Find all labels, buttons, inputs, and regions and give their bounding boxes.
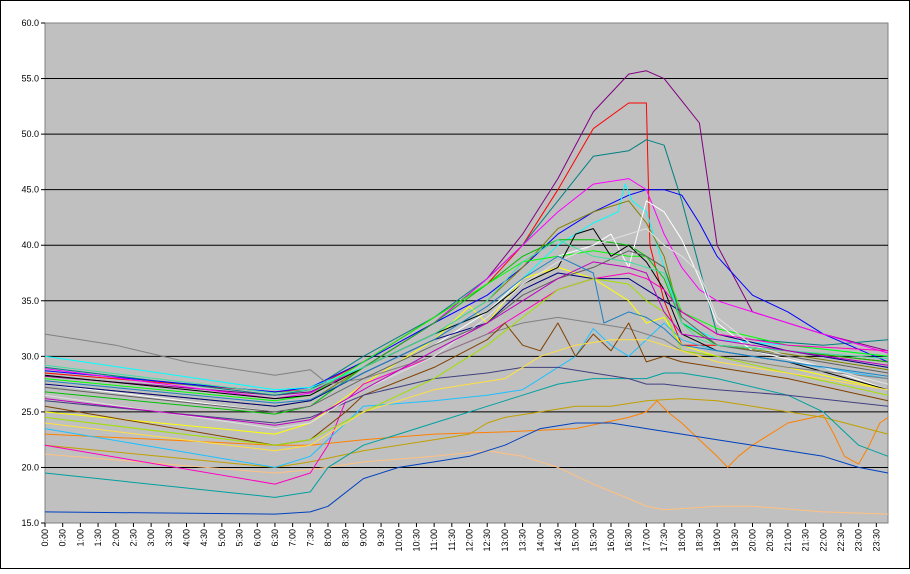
y-tick-label: 40.0 xyxy=(21,240,39,250)
plot-area xyxy=(44,22,889,524)
x-tick-label: 12:30 xyxy=(482,529,492,552)
x-tick-label: 11:00 xyxy=(429,529,439,551)
x-tick-label: 21:00 xyxy=(783,529,793,552)
gridlines xyxy=(45,78,888,468)
series-lines xyxy=(44,70,889,515)
x-tick-label: 22:00 xyxy=(818,529,828,552)
y-tick-label: 20.0 xyxy=(21,462,39,472)
y-tick-label: 45.0 xyxy=(21,185,39,195)
x-tick-label: 3:00 xyxy=(146,529,156,547)
series-line xyxy=(44,272,889,485)
y-tick-label: 30.0 xyxy=(21,351,39,361)
x-tick-label: 6:00 xyxy=(252,529,262,547)
x-tick-label: 6:30 xyxy=(270,529,280,547)
x-tick-label: 1:30 xyxy=(93,529,103,547)
y-tick-label: 25.0 xyxy=(21,407,39,417)
x-tick-label: 20:30 xyxy=(765,529,775,552)
x-tick-label: 7:30 xyxy=(305,529,315,547)
x-tick-label: 19:00 xyxy=(712,529,722,552)
x-tick-label: 20:00 xyxy=(748,529,758,552)
series-line xyxy=(44,278,889,446)
x-tick-label: 14:00 xyxy=(535,529,545,552)
y-tick-label: 15.0 xyxy=(21,518,39,528)
x-tick-label: 15:30 xyxy=(588,529,598,552)
x-axis-ticks: 0:00 0:30 1:00 1:30 2:00 2:30 3:00 3:30 4:00 4:30… xyxy=(40,523,881,552)
x-tick-label: 16:30 xyxy=(624,529,634,552)
x-tick-label: 9:30 xyxy=(376,529,386,547)
x-tick-label: 0:00 xyxy=(40,529,50,547)
x-tick-label: 5:00 xyxy=(217,529,227,547)
x-tick-label: 10:30 xyxy=(411,529,421,552)
y-tick-label: 50.0 xyxy=(21,129,39,139)
x-tick-label: 21:30 xyxy=(801,529,811,552)
series-line xyxy=(44,400,889,468)
x-tick-label: 23:30 xyxy=(871,529,881,552)
x-tick-label: 0:30 xyxy=(58,529,68,547)
series-line xyxy=(44,102,889,393)
x-tick-label: 8:00 xyxy=(323,529,333,547)
x-tick-label: 23:00 xyxy=(854,529,864,552)
x-tick-label: 16:00 xyxy=(606,529,616,552)
series-line xyxy=(44,450,889,515)
y-tick-label: 35.0 xyxy=(21,296,39,306)
x-tick-label: 17:30 xyxy=(659,529,669,552)
series-line xyxy=(44,239,889,394)
x-tick-label: 15:00 xyxy=(571,529,581,552)
series-line xyxy=(44,339,889,452)
x-tick-label: 4:00 xyxy=(182,529,192,547)
x-tick-label: 2:30 xyxy=(128,529,138,547)
y-axis-ticks: 15.0 20.0 25.0 30.0 35.0 40.0 45.0 50.0 55.0 60.0 xyxy=(21,18,45,528)
x-tick-label: 13:30 xyxy=(518,529,528,552)
x-tick-label: 19:30 xyxy=(730,529,740,552)
x-tick-label: 10:00 xyxy=(394,529,404,552)
x-tick-label: 2:00 xyxy=(111,529,121,547)
x-tick-label: 5:30 xyxy=(235,529,245,547)
series-line xyxy=(44,228,889,400)
x-tick-label: 7:00 xyxy=(288,529,298,547)
series-line xyxy=(44,398,889,468)
y-tick-label: 55.0 xyxy=(21,74,39,84)
x-tick-label: 12:00 xyxy=(465,529,475,552)
x-tick-label: 4:30 xyxy=(199,529,209,547)
x-tick-label: 22:30 xyxy=(836,529,846,552)
series-line xyxy=(44,250,889,413)
x-tick-label: 17:00 xyxy=(641,529,651,552)
x-tick-label: 8:30 xyxy=(341,529,351,547)
x-tick-label: 18:00 xyxy=(677,529,687,552)
series-line xyxy=(44,322,889,446)
x-tick-label: 11:30 xyxy=(447,529,457,551)
x-tick-label: 18:30 xyxy=(694,529,704,552)
series-line xyxy=(44,322,889,468)
series-line xyxy=(44,261,889,426)
x-tick-label: 13:00 xyxy=(500,529,510,552)
series-line xyxy=(44,255,889,404)
series-line xyxy=(44,422,889,515)
x-tick-label: 9:00 xyxy=(358,529,368,547)
y-tick-label: 60.0 xyxy=(21,18,39,28)
x-tick-label: 1:00 xyxy=(75,529,85,547)
x-tick-label: 14:30 xyxy=(553,529,563,552)
x-tick-label: 3:30 xyxy=(164,529,174,547)
